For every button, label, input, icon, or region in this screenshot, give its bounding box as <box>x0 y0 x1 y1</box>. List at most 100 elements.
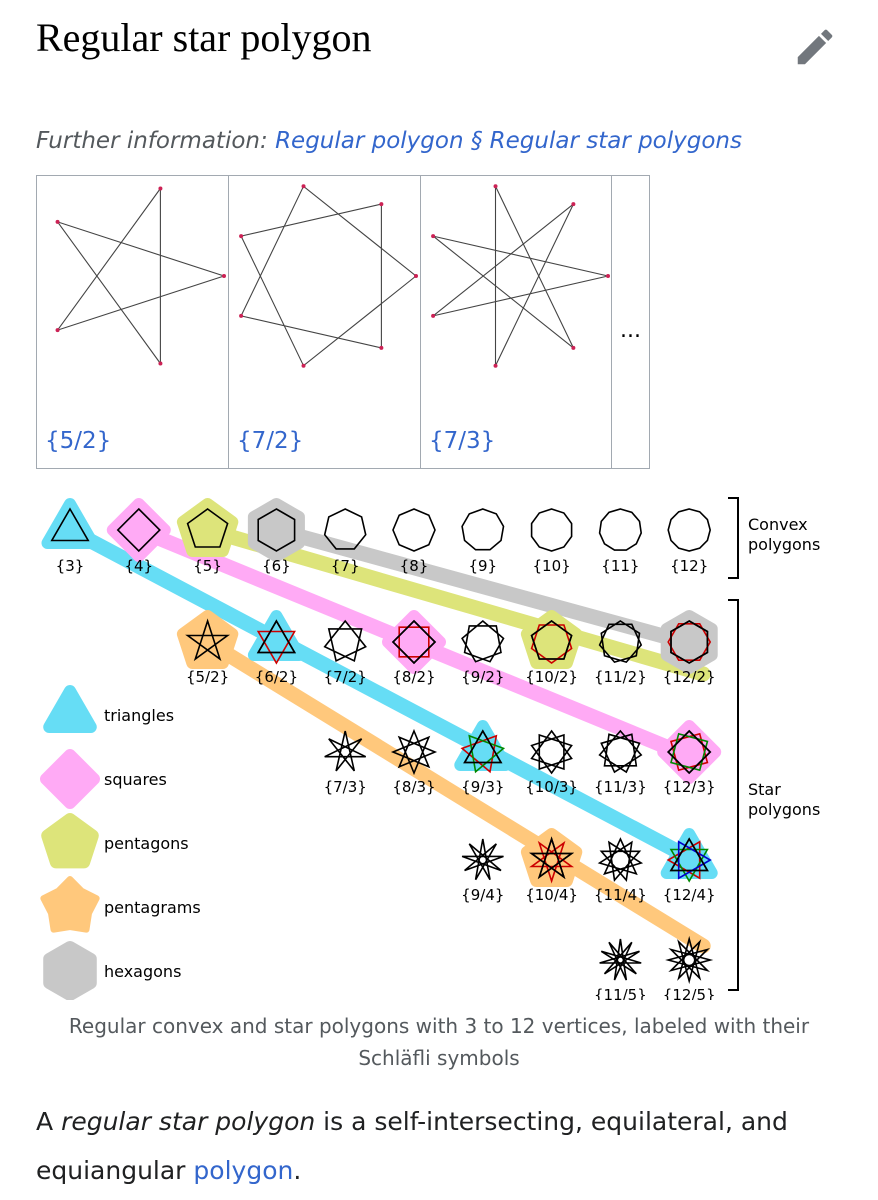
polygon-edge <box>670 620 709 664</box>
polygon-edge <box>460 734 498 774</box>
star-vertex <box>239 313 244 318</box>
polygon-edge <box>116 507 161 553</box>
star-vertex <box>571 345 576 350</box>
star-vertex <box>55 328 60 333</box>
symbol-label: {11/3} <box>594 778 647 796</box>
legend-swatch <box>43 941 97 1000</box>
symbol-label: {7/3} <box>324 778 367 796</box>
polygon-edge <box>599 938 642 981</box>
family-blob <box>247 498 305 562</box>
symbol-label: {8/2} <box>392 668 435 686</box>
polygon-edge <box>461 838 504 881</box>
figure-caption: Regular convex and star polygons with 3 … <box>68 1014 810 1070</box>
family-blob <box>657 720 722 784</box>
polygon-edge <box>530 729 573 775</box>
polygon-edge <box>598 620 643 664</box>
polygon-edge <box>598 508 643 551</box>
pentagram-band <box>200 634 711 954</box>
star-vertex <box>158 361 163 366</box>
symbol-label: {5} <box>193 557 222 575</box>
star-figure <box>239 184 418 368</box>
gallery-label[interactable]: {7/2} <box>237 428 304 454</box>
gallery-more: ... <box>620 318 641 343</box>
symbol-label: {12/5} <box>663 986 716 1000</box>
gallery-more-cell[interactable] <box>611 175 650 469</box>
gallery-item[interactable]: {5/2} <box>36 175 229 469</box>
polygon-edge <box>256 630 296 665</box>
symbol-label: {6} <box>262 557 291 575</box>
polygon-edge <box>185 618 231 662</box>
symbol-label: {6/2} <box>255 668 298 686</box>
polygon-edge <box>666 840 701 880</box>
star-vertex <box>379 345 384 350</box>
gallery-label[interactable]: {7/3} <box>429 428 496 454</box>
brackets: Convex polygons Star polygons <box>728 497 820 991</box>
para-middle: is a self-intersecting, equilateral, and… <box>36 1107 788 1185</box>
star-vertex <box>55 219 60 224</box>
gallery-item[interactable]: {7/3} <box>420 175 612 469</box>
polygon-edge <box>463 729 503 764</box>
symbol-label: {8/3} <box>392 778 435 796</box>
symbol-label: {9/4} <box>461 886 504 904</box>
legend-swatch <box>41 813 99 869</box>
polygon-edge <box>667 623 712 661</box>
star-edge <box>240 185 417 367</box>
further-link[interactable]: Regular polygon § Regular star polygons <box>275 128 742 154</box>
pencil-icon[interactable] <box>792 24 838 70</box>
star-vertex <box>301 363 306 368</box>
polygon-edge <box>468 734 506 774</box>
legend-swatch <box>40 749 100 809</box>
bracket-convex-line2: polygons <box>748 535 820 554</box>
polygon-edge <box>529 840 575 884</box>
symbol-label: {9/2} <box>461 668 504 686</box>
family-blob <box>41 498 99 549</box>
star-vertex <box>414 274 418 278</box>
star-vertex <box>606 274 610 278</box>
polygon-edge <box>677 840 712 880</box>
intro-paragraph: A regular star polygon is a self-interse… <box>36 1097 846 1195</box>
polygon-edge <box>665 935 714 985</box>
polygon-edge <box>667 729 712 775</box>
polygon-edge <box>323 508 367 550</box>
polygon-edge <box>669 848 709 883</box>
legend-label: triangles <box>104 706 174 725</box>
gallery-item[interactable]: {7/2} <box>228 175 421 469</box>
star-vertex <box>431 234 436 239</box>
legend-swatch <box>40 876 100 933</box>
polygon-edge <box>530 508 573 552</box>
star-vertex <box>493 184 498 189</box>
polygon-figures <box>50 507 714 985</box>
polygon-edge <box>390 728 438 776</box>
gallery: {5/2} {7/2} {7/3} <box>36 175 650 469</box>
polygon-edge <box>461 619 505 663</box>
symbol-label: {12/3} <box>663 778 716 796</box>
bracket-star-line1: Star <box>748 780 781 799</box>
legend: triangles squares pentagons pentagrams hexag… <box>40 685 201 1000</box>
symbol-label: {9} <box>468 557 497 575</box>
triangle-band <box>62 522 711 873</box>
polygon-edge <box>186 508 229 548</box>
polygon-edge <box>530 620 573 660</box>
symbol-label: {5/2} <box>186 668 229 686</box>
polygon-edge <box>256 619 296 654</box>
symbol-label: {3} <box>56 557 85 575</box>
polygon-edge <box>392 508 436 552</box>
symbol-label: {11/4} <box>594 886 647 904</box>
family-blob <box>176 610 239 670</box>
star-vertex <box>493 363 498 368</box>
star-vertex <box>158 186 163 191</box>
symbol-label: {12/4} <box>663 886 716 904</box>
further-prefix: Further information: <box>36 128 276 154</box>
legend-label: hexagons <box>104 962 181 981</box>
star-vertex <box>239 234 244 239</box>
polygon-edge <box>398 626 430 658</box>
gallery-label[interactable]: {5/2} <box>45 428 112 454</box>
polygon-edge <box>50 507 90 542</box>
polygon-edge <box>257 508 296 552</box>
symbol-label: {8} <box>400 557 429 575</box>
star-vertex <box>301 184 306 189</box>
polygon-edge <box>461 508 505 551</box>
symbol-label: {12} <box>670 557 708 575</box>
polygon-link[interactable]: polygon <box>193 1156 294 1185</box>
star-figure <box>431 184 610 368</box>
